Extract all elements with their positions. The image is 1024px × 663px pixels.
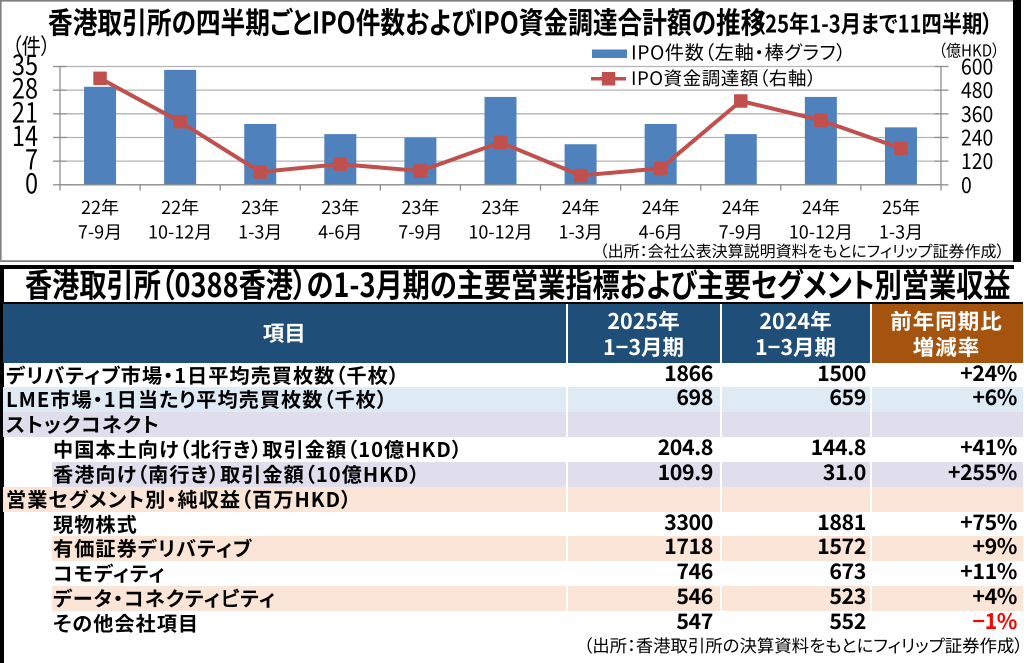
svg-text:0: 0 <box>25 161 38 202</box>
svg-text:1-3月: 1-3月 <box>558 219 602 245</box>
svg-text:28: 28 <box>12 66 38 107</box>
svg-text:120: 120 <box>961 144 993 176</box>
svg-text:（出所：会社公表決算説明資料をもとにフィリップ証券作成）: （出所：会社公表決算説明資料をもとにフィリップ証券作成） <box>600 238 1005 262</box>
svg-text:35: 35 <box>12 42 38 83</box>
svg-text:IPO資金調達額（右軸）: IPO資金調達額（右軸） <box>631 64 817 91</box>
svg-text:23年: 23年 <box>241 194 279 220</box>
svg-text:23年: 23年 <box>321 194 359 220</box>
svg-text:IPO件数（左軸・棒グラフ）: IPO件数（左軸・棒グラフ） <box>631 38 846 66</box>
svg-text:（件）: （件） <box>12 28 50 60</box>
svg-text:10-12月: 10-12月 <box>148 219 212 245</box>
svg-text:22年: 22年 <box>161 194 199 220</box>
svg-text:23年: 23年 <box>482 194 520 220</box>
svg-text:24年: 24年 <box>642 194 680 220</box>
svg-text:24年: 24年 <box>562 194 600 220</box>
svg-text:0: 0 <box>961 167 972 199</box>
svg-text:21: 21 <box>12 90 38 131</box>
svg-text:360: 360 <box>961 96 993 128</box>
svg-text:香港取引所の四半期ごとIPO件数およびIPO資金調達合計額の: 香港取引所の四半期ごとIPO件数およびIPO資金調達合計額の推移 <box>48 0 765 42</box>
svg-text:480: 480 <box>961 73 993 105</box>
svg-text:22年: 22年 <box>81 194 119 220</box>
svg-text:24年: 24年 <box>722 194 760 220</box>
svg-text:（25年1-3月まで11四半期）: （25年1-3月まで11四半期） <box>755 5 992 40</box>
svg-text:600: 600 <box>961 49 993 81</box>
svg-text:7: 7 <box>25 137 38 178</box>
svg-text:240: 240 <box>961 120 993 152</box>
svg-text:4-6月: 4-6月 <box>639 219 683 245</box>
svg-text:（億HKD）: （億HKD） <box>939 38 1000 62</box>
svg-text:1-3月: 1-3月 <box>238 219 282 245</box>
svg-text:7-9月: 7-9月 <box>398 219 442 245</box>
svg-text:23年: 23年 <box>401 194 439 220</box>
svg-text:25年: 25年 <box>882 194 920 220</box>
svg-text:7-9月: 7-9月 <box>78 219 122 245</box>
svg-text:14: 14 <box>12 113 38 154</box>
svg-text:1-3月: 1-3月 <box>879 219 923 245</box>
svg-text:10-12月: 10-12月 <box>468 219 532 245</box>
svg-text:24年: 24年 <box>802 194 840 220</box>
svg-text:10-12月: 10-12月 <box>789 219 853 245</box>
svg-text:7-9月: 7-9月 <box>719 219 763 245</box>
svg-text:4-6月: 4-6月 <box>318 219 362 245</box>
